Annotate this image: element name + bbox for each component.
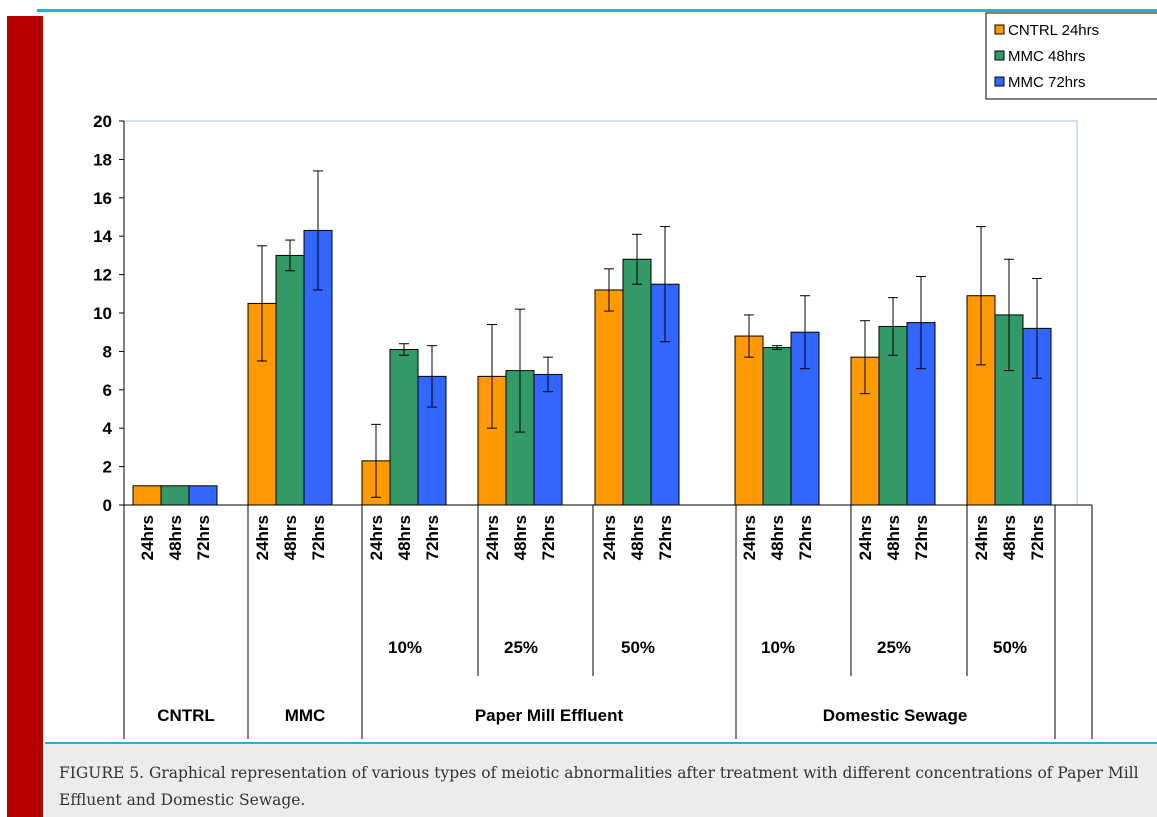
legend-swatch <box>994 24 1005 35</box>
bar-label: 24hrs <box>483 515 502 560</box>
figure-caption: FIGURE 5. Graphical representation of va… <box>45 742 1157 817</box>
y-tick-label: 0 <box>103 496 112 515</box>
bar-label: 48hrs <box>1000 515 1019 560</box>
bar <box>160 485 190 506</box>
y-tick-label: 2 <box>103 458 112 477</box>
legend-swatch <box>994 76 1005 87</box>
legend-label: MMC 72hrs <box>1008 74 1086 91</box>
bar-label: 48hrs <box>884 515 903 560</box>
y-tick-label: 12 <box>93 266 112 285</box>
bar <box>533 373 563 506</box>
bar <box>275 254 305 506</box>
bar-label: 48hrs <box>166 515 185 560</box>
bar-label: 24hrs <box>367 515 386 560</box>
legend-box <box>985 12 1157 100</box>
bar-label: 24hrs <box>972 515 991 560</box>
plot-area-border <box>124 120 1078 505</box>
treatment-label: CNTRL <box>157 706 215 725</box>
bar-label: 72hrs <box>309 515 328 560</box>
bar-label: 48hrs <box>395 515 414 560</box>
bar <box>389 348 419 506</box>
y-tick-label: 8 <box>103 342 112 361</box>
legend-label: CNTRL 24hrs <box>1008 22 1099 39</box>
bar-label: 24hrs <box>600 515 619 560</box>
bar <box>188 485 218 506</box>
bar-label: 72hrs <box>194 515 213 560</box>
bar-label: 72hrs <box>539 515 558 560</box>
bar-label: 24hrs <box>740 515 759 560</box>
bar-label: 24hrs <box>856 515 875 560</box>
bar-label: 48hrs <box>511 515 530 560</box>
bar-label: 72hrs <box>423 515 442 560</box>
concentration-label: 50% <box>621 638 655 657</box>
y-tick-label: 18 <box>93 150 112 169</box>
bar <box>622 258 652 506</box>
concentration-label: 25% <box>504 638 538 657</box>
y-tick-label: 14 <box>93 227 112 246</box>
chart-container: 0 2 4 6 8 10 12 14 16 18 20 24hrs 48hrs 72hrs 24hrs 48h… <box>45 12 1157 739</box>
bar <box>594 289 624 506</box>
top-rule <box>37 9 1157 12</box>
concentration-label: 10% <box>761 638 795 657</box>
bar-label: 72hrs <box>656 515 675 560</box>
bar-label: 48hrs <box>281 515 300 560</box>
bar-label: 72hrs <box>912 515 931 560</box>
y-tick-label: 10 <box>93 304 112 323</box>
y-tick-label: 20 <box>93 112 112 131</box>
bar-label: 24hrs <box>253 515 272 560</box>
y-tick-label: 4 <box>103 419 113 438</box>
bar-label: 72hrs <box>1028 515 1047 560</box>
accent-sidebar <box>7 16 43 817</box>
y-tick-label: 6 <box>103 381 112 400</box>
concentration-label: 25% <box>877 638 911 657</box>
bar-chart: 0 2 4 6 8 10 12 14 16 18 20 24hrs 48hrs 72hrs 24hrs 48h… <box>93 12 1157 739</box>
legend-label: MMC 48hrs <box>1008 48 1086 65</box>
bar <box>762 347 792 506</box>
bar-label: 72hrs <box>796 515 815 560</box>
legend-swatch <box>994 50 1005 61</box>
treatment-label: MMC <box>285 706 326 725</box>
bar <box>132 485 162 506</box>
treatment-label: Paper Mill Effluent <box>475 706 624 725</box>
y-tick-label: 16 <box>93 189 112 208</box>
concentration-label: 10% <box>388 638 422 657</box>
treatment-label: Domestic Sewage <box>823 706 968 725</box>
concentration-label: 50% <box>993 638 1027 657</box>
bar-label: 48hrs <box>628 515 647 560</box>
bar-label: 24hrs <box>138 515 157 560</box>
bar <box>734 335 764 506</box>
bar-label: 48hrs <box>768 515 787 560</box>
